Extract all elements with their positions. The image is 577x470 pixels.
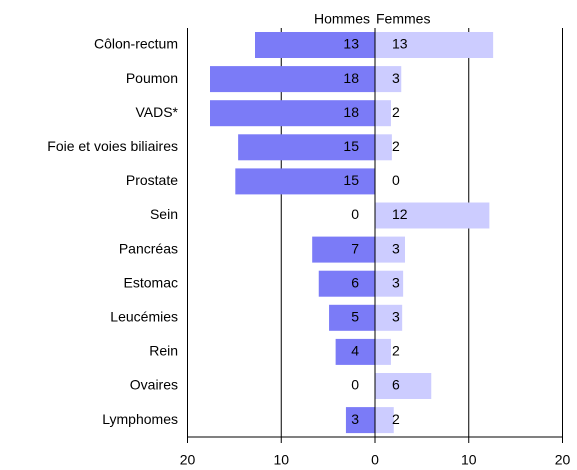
value-label: 13 bbox=[392, 36, 408, 52]
bar bbox=[255, 32, 375, 58]
bar bbox=[375, 66, 402, 93]
value-label: 6 bbox=[392, 377, 400, 393]
value-label: 18 bbox=[343, 104, 359, 120]
value-label: 6 bbox=[351, 274, 359, 290]
bar bbox=[345, 407, 375, 434]
bar bbox=[375, 338, 391, 365]
bar bbox=[210, 66, 375, 93]
bar bbox=[210, 100, 375, 127]
value-label: 12 bbox=[392, 206, 408, 222]
bar bbox=[375, 373, 432, 399]
legend-label: Femmes bbox=[376, 11, 430, 27]
bar bbox=[375, 202, 490, 229]
bar bbox=[375, 407, 394, 434]
x-tick-label: 0 bbox=[371, 452, 379, 468]
value-label: 2 bbox=[392, 138, 400, 154]
value-label: 5 bbox=[351, 309, 359, 325]
value-label: 3 bbox=[392, 309, 400, 325]
x-tick-label: 10 bbox=[461, 452, 477, 468]
bar bbox=[235, 168, 375, 195]
bar bbox=[238, 134, 375, 161]
bar bbox=[312, 236, 375, 263]
category-label: Sein bbox=[150, 206, 178, 222]
value-label: 3 bbox=[392, 70, 400, 86]
value-label: 15 bbox=[343, 172, 359, 188]
value-label: 15 bbox=[343, 138, 359, 154]
value-label: 3 bbox=[351, 411, 359, 427]
bar bbox=[375, 270, 404, 297]
value-label: 2 bbox=[392, 411, 400, 427]
value-label: 3 bbox=[392, 240, 400, 256]
value-label: 0 bbox=[392, 172, 400, 188]
category-label: Rein bbox=[149, 343, 178, 359]
category-label: Lymphomes bbox=[102, 411, 178, 427]
value-label: 7 bbox=[351, 240, 359, 256]
bar bbox=[318, 270, 375, 297]
bar bbox=[329, 304, 375, 331]
value-label: 13 bbox=[343, 36, 359, 52]
bar bbox=[335, 338, 375, 365]
value-label: 4 bbox=[351, 343, 359, 359]
category-label: Pancréas bbox=[119, 240, 178, 256]
category-label: Côlon-rectum bbox=[94, 36, 178, 52]
x-tick-label: 10 bbox=[273, 452, 289, 468]
x-tick-label: 20 bbox=[555, 452, 571, 468]
legend-label: Hommes bbox=[314, 11, 370, 27]
category-label: Leucémies bbox=[110, 309, 178, 325]
value-label: 0 bbox=[351, 206, 359, 222]
value-label: 18 bbox=[343, 70, 359, 86]
bar bbox=[375, 100, 391, 127]
bar bbox=[375, 304, 403, 331]
bar bbox=[375, 32, 494, 58]
category-label: Estomac bbox=[124, 274, 178, 290]
value-label: 2 bbox=[392, 343, 400, 359]
value-label: 2 bbox=[392, 104, 400, 120]
category-label: Poumon bbox=[126, 70, 178, 86]
bar bbox=[375, 134, 392, 161]
category-label: VADS* bbox=[135, 104, 178, 120]
category-label: Ovaires bbox=[130, 377, 178, 393]
value-label: 3 bbox=[392, 274, 400, 290]
category-label: Foie et voies biliaires bbox=[47, 138, 178, 154]
x-tick-label: 20 bbox=[180, 452, 196, 468]
bar bbox=[375, 236, 405, 263]
value-label: 0 bbox=[351, 377, 359, 393]
category-label: Prostate bbox=[126, 172, 178, 188]
